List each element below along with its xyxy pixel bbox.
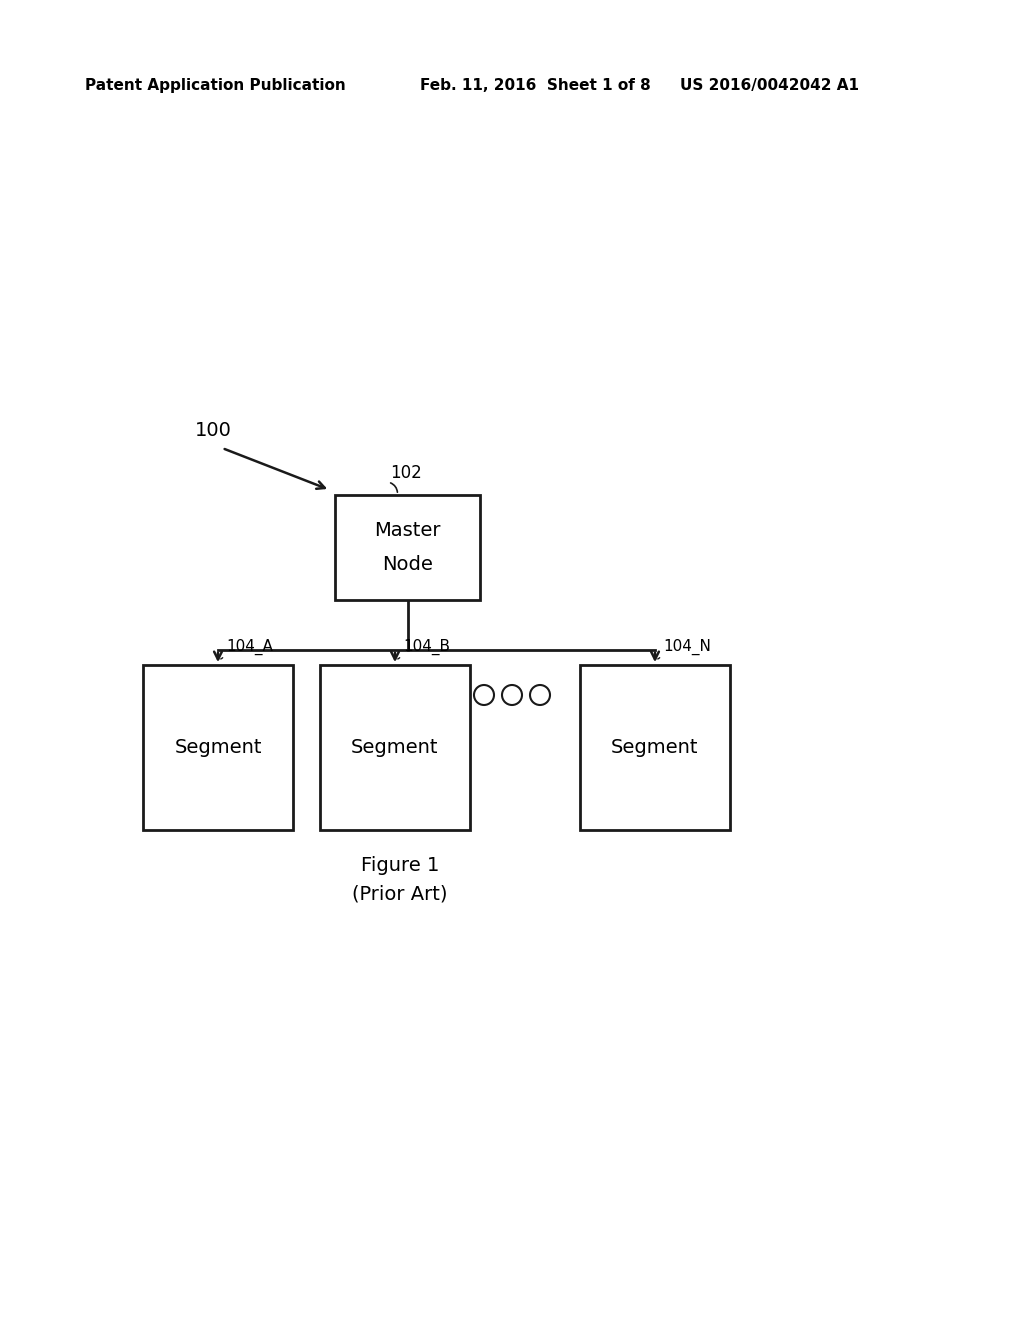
- Text: 104_A: 104_A: [226, 639, 272, 655]
- Text: 104_B: 104_B: [403, 639, 450, 655]
- Text: Patent Application Publication: Patent Application Publication: [85, 78, 346, 92]
- Text: 104_N: 104_N: [663, 639, 711, 655]
- Text: Segment: Segment: [174, 738, 262, 756]
- Bar: [143, 665, 293, 830]
- Bar: [580, 665, 730, 830]
- Text: Master
Node: Master Node: [374, 521, 440, 574]
- Circle shape: [530, 685, 550, 705]
- Text: 102: 102: [390, 465, 422, 482]
- Text: US 2016/0042042 A1: US 2016/0042042 A1: [680, 78, 859, 92]
- Bar: [319, 665, 470, 830]
- Circle shape: [474, 685, 494, 705]
- Text: Segment: Segment: [351, 738, 438, 756]
- Text: 100: 100: [195, 421, 231, 440]
- Circle shape: [502, 685, 522, 705]
- Text: Segment: Segment: [611, 738, 698, 756]
- Bar: [335, 495, 480, 601]
- Text: Feb. 11, 2016  Sheet 1 of 8: Feb. 11, 2016 Sheet 1 of 8: [420, 78, 650, 92]
- Text: Figure 1
(Prior Art): Figure 1 (Prior Art): [352, 855, 447, 903]
